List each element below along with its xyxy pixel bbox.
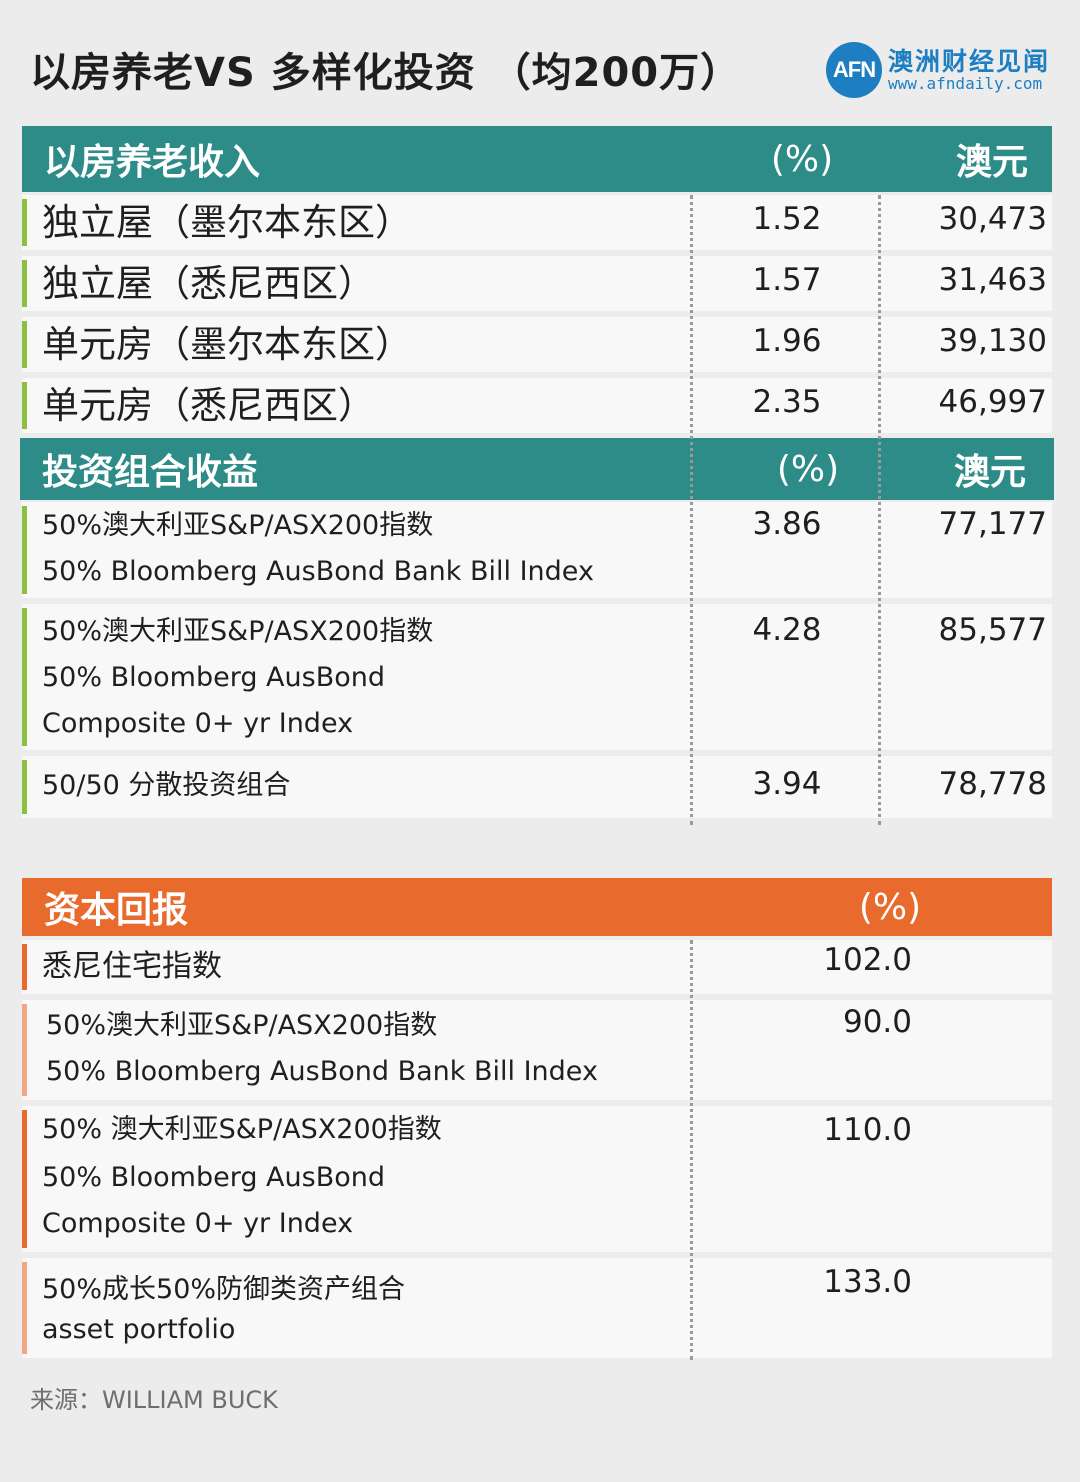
- row-marker: [22, 321, 27, 368]
- row-marker: [22, 1004, 27, 1096]
- row-label-line1: 50%澳大利亚S&P/ASX200指数: [46, 1010, 438, 1041]
- row-marker: [22, 1262, 27, 1354]
- row-label: 独立屋（墨尔本东区）: [42, 201, 412, 244]
- row-label: 单元房（悉尼西区）: [42, 384, 375, 427]
- table-row: 50%澳大利亚S&P/ASX200指数 50% Bloomberg AusBon…: [22, 502, 1052, 598]
- row-label-line2: asset portfolio: [42, 1314, 236, 1345]
- row-label-line1: 50%成长50%防御类资产组合: [42, 1274, 406, 1305]
- row-label-line3: Composite 0+ yr Index: [42, 1208, 354, 1239]
- table-row: 50%澳大利亚S&P/ASX200指数 50% Bloomberg AusBon…: [22, 1000, 1052, 1100]
- row-aud: 46,997: [938, 384, 1047, 420]
- row-pct: 1.57: [752, 262, 822, 298]
- row-label-line3: Composite 0+ yr Index: [42, 708, 354, 739]
- section3-title: 资本回报: [44, 890, 189, 931]
- afn-logo: AFN 澳洲财经见闻 www.afndaily.com: [826, 38, 1056, 102]
- row-label-line2: 50% Bloomberg AusBond Bank Bill Index: [46, 1056, 598, 1087]
- row-label-line2: 50% Bloomberg AusBond: [42, 1162, 385, 1193]
- logo-name: 澳洲财经见闻: [888, 47, 1051, 76]
- row-label-line1: 50%澳大利亚S&P/ASX200指数: [42, 616, 434, 647]
- section2-col-pct: (%): [776, 448, 840, 490]
- row-value: 102.0: [823, 942, 912, 978]
- section2-header: 投资组合收益 (%) 澳元: [20, 438, 1054, 500]
- table-row: 50% 澳大利亚S&P/ASX200指数 50% Bloomberg AusBo…: [22, 1106, 1052, 1252]
- table-row: 50%成长50%防御类资产组合 asset portfolio 133.0: [22, 1258, 1052, 1358]
- row-aud: 85,577: [938, 612, 1047, 648]
- row-label: 独立屋（悉尼西区）: [42, 262, 375, 305]
- row-value: 133.0: [823, 1264, 912, 1300]
- table-row: 单元房（墨尔本东区） 1.96 39,130: [22, 317, 1052, 372]
- row-value: 90.0: [842, 1004, 912, 1040]
- row-aud: 31,463: [938, 262, 1047, 298]
- section1-col-aud: 澳元: [955, 142, 1028, 183]
- row-label: 50/50 分散投资组合: [42, 770, 291, 801]
- row-marker: [22, 760, 27, 814]
- row-label-line1: 50% 澳大利亚S&P/ASX200指数: [42, 1114, 442, 1145]
- row-label: 悉尼住宅指数: [42, 949, 222, 984]
- afn-logo-icon: AFN: [826, 42, 882, 98]
- section1-header: 以房养老收入 (%) 澳元: [22, 126, 1052, 192]
- row-marker: [22, 260, 27, 307]
- row-label-line2: 50% Bloomberg AusBond Bank Bill Index: [42, 556, 594, 587]
- table-row: 独立屋（墨尔本东区） 1.52 30,473: [22, 195, 1052, 250]
- row-marker: [22, 608, 27, 746]
- section2-title: 投资组合收益: [42, 452, 259, 493]
- page-title: 以房养老VS 多样化投资 （均200万）: [30, 50, 742, 96]
- table-row: 独立屋（悉尼西区） 1.57 31,463: [22, 256, 1052, 311]
- row-marker: [22, 382, 27, 429]
- table-row: 50%澳大利亚S&P/ASX200指数 50% Bloomberg AusBon…: [22, 604, 1052, 750]
- column-divider: [690, 940, 693, 1360]
- row-label-line1: 50%澳大利亚S&P/ASX200指数: [42, 510, 434, 541]
- section1-title: 以房养老收入: [44, 142, 261, 183]
- source-note: 来源：WILLIAM BUCK: [30, 1386, 278, 1414]
- row-marker: [22, 1110, 27, 1248]
- row-marker: [22, 944, 27, 990]
- table-row: 50/50 分散投资组合 3.94 78,778: [22, 756, 1052, 818]
- table-row: 单元房（悉尼西区） 2.35 46,997: [22, 378, 1052, 433]
- section3-header: 资本回报 (%): [22, 878, 1052, 936]
- section1-col-pct: (%): [770, 138, 834, 180]
- row-pct: 2.35: [752, 384, 822, 420]
- row-aud: 77,177: [938, 506, 1047, 542]
- row-aud: 39,130: [938, 323, 1047, 359]
- logo-url: www.afndaily.com: [888, 74, 1043, 93]
- row-pct: 3.94: [752, 766, 822, 802]
- row-aud: 30,473: [938, 201, 1047, 237]
- section2-col-aud: 澳元: [953, 452, 1026, 493]
- row-pct: 1.52: [752, 201, 822, 237]
- row-label-line2: 50% Bloomberg AusBond: [42, 662, 385, 693]
- section3-col-pct: (%): [858, 886, 922, 928]
- row-value: 110.0: [823, 1112, 912, 1148]
- row-pct: 3.86: [752, 506, 822, 542]
- row-marker: [22, 199, 27, 246]
- row-label: 单元房（墨尔本东区）: [42, 323, 412, 366]
- table-row: 悉尼住宅指数 102.0: [22, 940, 1052, 994]
- row-marker: [22, 506, 27, 594]
- row-pct: 1.96: [752, 323, 822, 359]
- row-pct: 4.28: [752, 612, 822, 648]
- column-divider: [690, 195, 693, 825]
- row-aud: 78,778: [938, 766, 1047, 802]
- column-divider: [878, 195, 881, 825]
